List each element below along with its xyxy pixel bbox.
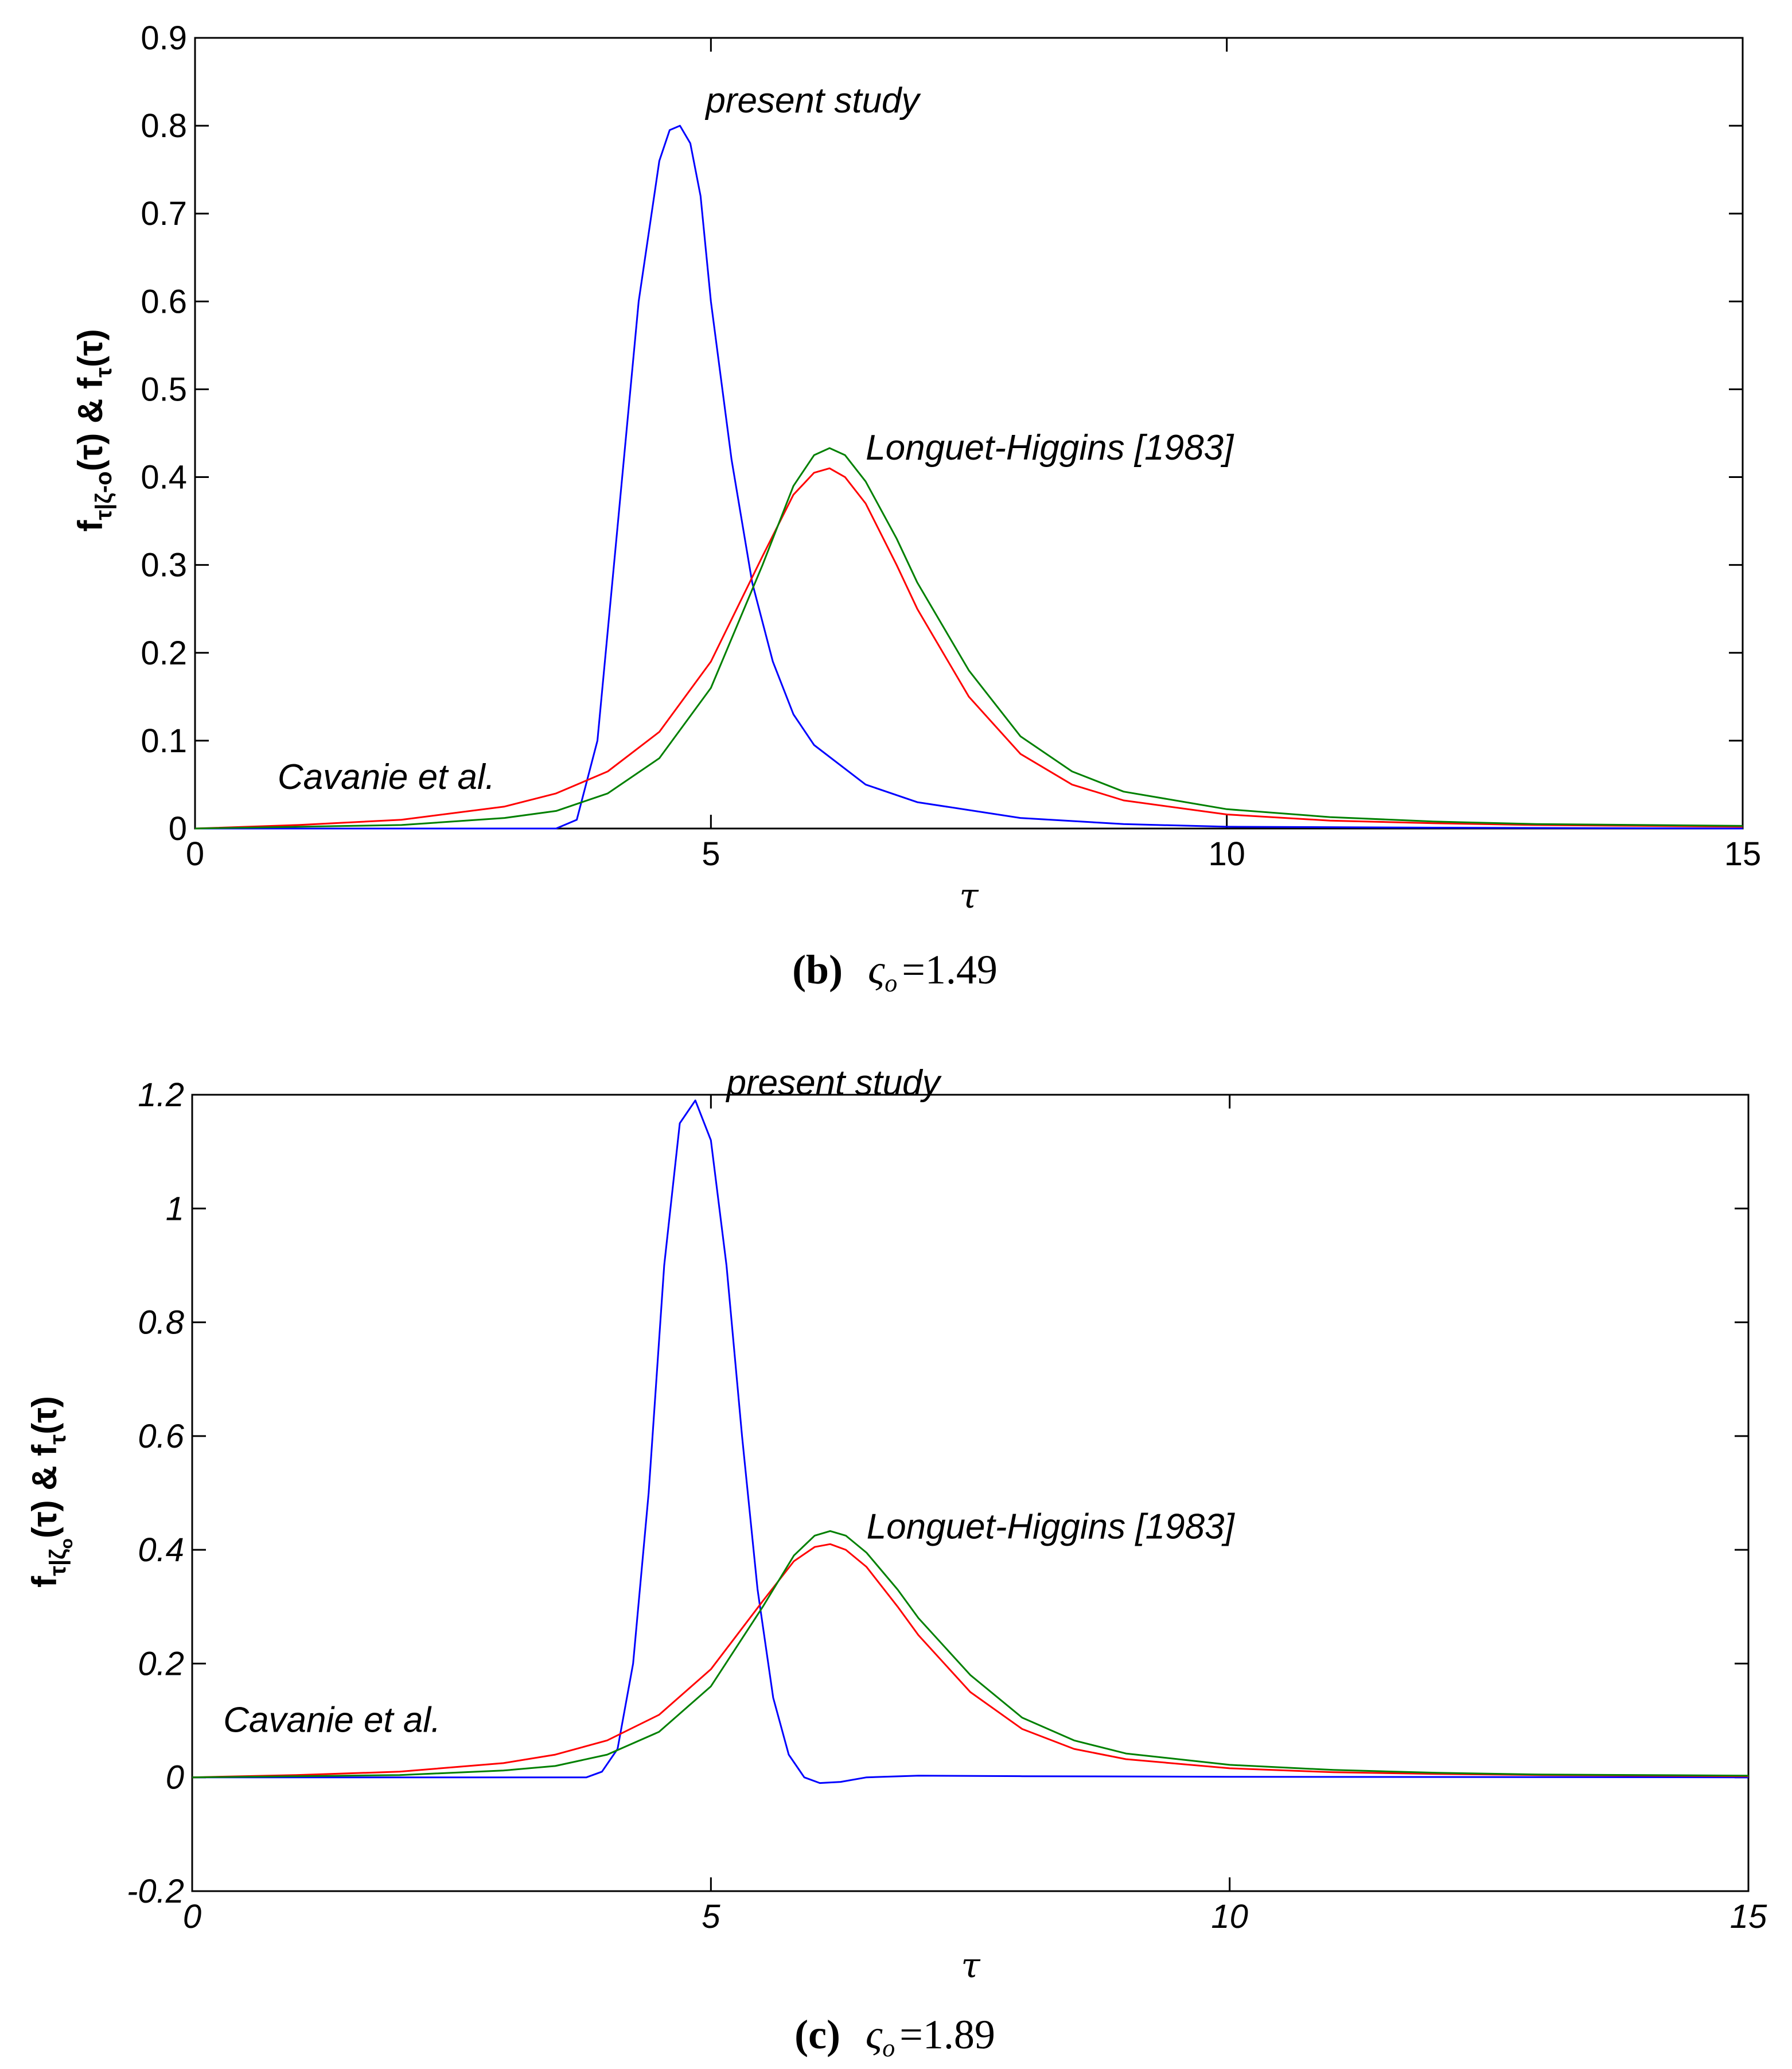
y-label-sub2: τ: [45, 1434, 71, 1445]
y-label-main: f: [71, 520, 110, 532]
x-axis-label: τ: [959, 876, 979, 916]
caption-letter: (c): [794, 2012, 840, 2058]
panel-caption: (c) ςo =1.89: [794, 2012, 995, 2062]
y-label-sub2: τ: [91, 367, 116, 378]
caption-symbol: ς: [868, 947, 885, 993]
plot-frame: [194, 37, 1744, 830]
y-tick-label: 0.3: [141, 547, 187, 584]
y-tick-label: 0.8: [141, 107, 187, 145]
y-tick-label: 0.4: [141, 459, 187, 496]
y-label-end: (τ): [71, 329, 110, 367]
y-tick-label: 0: [166, 1759, 184, 1796]
caption-subscript: o: [882, 2034, 895, 2062]
y-label-sub1: τ|ζ: [45, 1549, 71, 1576]
y-axis-label: fτ|ζo(τ) & fτ(τ): [25, 1396, 76, 1588]
y-tick-label: 0.7: [141, 195, 187, 232]
y-tick-label: 0.6: [138, 1418, 184, 1455]
y-label-subsub: o: [57, 1538, 76, 1549]
x-axis-label: τ: [961, 1946, 980, 1986]
annotation-label: Longuet-Higgins [1983]: [867, 1507, 1236, 1546]
annotation-layer: present study Longuet-Higgins [1983] Cavan…: [223, 1063, 1235, 1740]
y-tick-label: -0.2: [127, 1873, 184, 1910]
y-tick-label: 1: [166, 1190, 184, 1227]
x-tick-label: 0: [183, 1898, 201, 1935]
plot-frame: [191, 1094, 1750, 1892]
y-label-end: (τ): [25, 1396, 64, 1434]
y-label-mid: (τ) & f: [71, 377, 110, 471]
y-tick-label: 0.6: [141, 283, 187, 320]
caption-symbol: ς: [866, 2012, 883, 2058]
x-tick-label: 10: [1208, 835, 1245, 873]
y-tick-label: 0.9: [141, 20, 187, 57]
x-tick-label: 0: [186, 835, 204, 873]
annotation-label: Longuet-Higgins [1983]: [866, 428, 1234, 468]
caption-subscript: o: [885, 969, 897, 997]
x-tick-label: 15: [1724, 835, 1762, 873]
x-tick-label: 15: [1730, 1898, 1767, 1935]
annotation-label: present study: [725, 1063, 942, 1103]
cavanie-curve: [194, 467, 1743, 830]
y-tick-label: 0.5: [141, 371, 187, 408]
y-label-main: f: [25, 1576, 64, 1588]
caption-letter: (b): [792, 947, 843, 993]
y-tick-label: 0.4: [138, 1531, 184, 1569]
y-tick-label: 0.1: [141, 722, 187, 760]
longuet-higgins-curve: [194, 447, 1743, 830]
axis-ticks: 0 5 10 15-0.200.20.40.60.811.2: [127, 1076, 1767, 1935]
annotation-label: Cavanie et al.: [278, 757, 495, 797]
series-layer: [192, 1099, 1749, 1784]
cavanie-curve: [192, 1543, 1749, 1779]
series-layer: [194, 125, 1743, 830]
y-label-mid: (τ) & f: [25, 1444, 64, 1538]
longuet-higgins-curve: [192, 1530, 1749, 1779]
y-tick-label: 0: [169, 810, 187, 847]
caption-value: =1.89: [899, 2012, 995, 2058]
y-tick-label: 1.2: [138, 1076, 184, 1114]
chart-panel-b: 0 5 10 15 0 0.1 0.2 0.3 0.4 0.5 0.6 0.7 0.8 0.9 prese…: [71, 20, 1761, 997]
annotation-layer: present study Longuet-Higgins [1983] Cavan…: [278, 81, 1234, 797]
x-tick-label: 10: [1211, 1898, 1248, 1935]
y-tick-label: 0.8: [138, 1304, 184, 1341]
chart-panel-c: 0 5 10 15-0.200.20.40.60.811.2 present stud…: [25, 1063, 1767, 2062]
present-study-curve: [195, 125, 1743, 830]
annotation-label: present study: [704, 81, 921, 120]
caption-value: =1.49: [902, 947, 998, 993]
present-study-curve: [192, 1099, 1749, 1784]
y-tick-label: 0.2: [138, 1645, 184, 1682]
x-tick-label: 5: [702, 1898, 720, 1935]
x-tick-label: 5: [702, 835, 720, 873]
panel-caption: (b) ςo =1.49: [792, 947, 998, 997]
annotation-label: Cavanie et al.: [223, 1700, 441, 1740]
y-axis-label: fτ|ζ-o(τ) & fτ(τ): [71, 329, 116, 531]
y-tick-label: 0.2: [141, 635, 187, 672]
y-label-sub1: τ|ζ-o: [91, 471, 116, 520]
